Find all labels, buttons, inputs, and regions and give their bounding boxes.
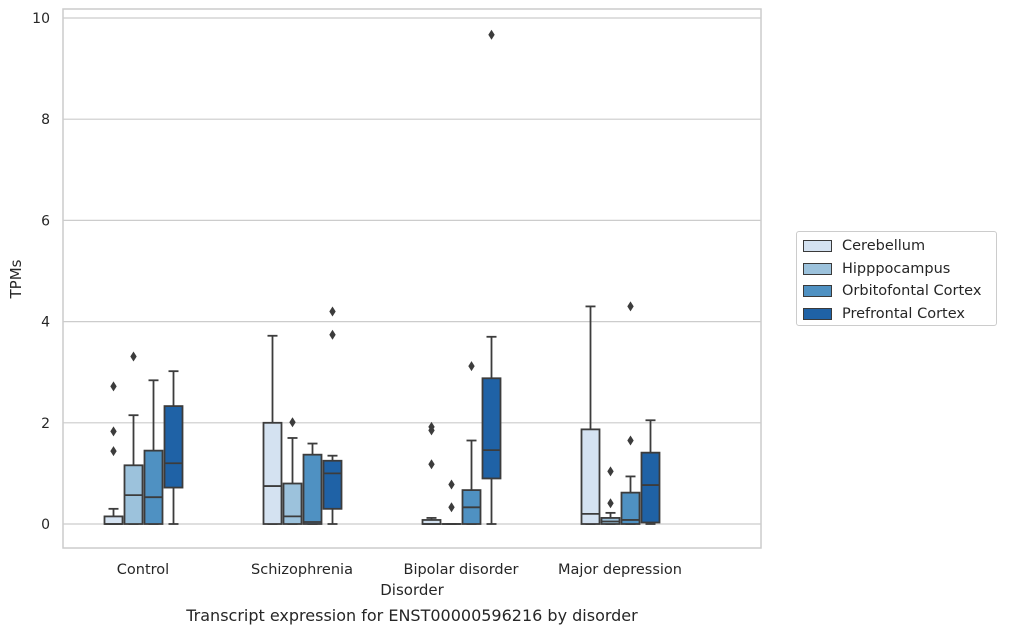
plot-frame	[62, 8, 762, 549]
box	[302, 442, 323, 525]
outlier-point	[627, 435, 634, 446]
y-tick-label: 0	[41, 517, 50, 533]
legend-item: Orbitofontal Cortex	[803, 281, 981, 301]
y-tick-label: 8	[41, 112, 50, 128]
legend-label: Cerebellum	[842, 238, 926, 254]
box-body	[322, 459, 343, 510]
outlier-point	[448, 479, 455, 490]
box	[143, 379, 164, 525]
x-axis-label: Disorder	[380, 581, 444, 599]
box	[441, 479, 462, 525]
box-body	[620, 491, 641, 525]
outlier-point	[468, 361, 475, 372]
y-tick-label: 4	[41, 315, 50, 331]
y-tick-labels: 0 2 4 6 8 10	[32, 11, 50, 533]
outlier-point	[627, 301, 634, 312]
outlier-point	[110, 446, 117, 457]
legend: Cerebellum Hipppocampus Orbitofontal Corte…	[796, 231, 997, 326]
legend-label: Orbitofontal Cortex	[842, 283, 982, 299]
series-prefrontal-cortex	[163, 29, 661, 525]
box-body	[302, 453, 323, 525]
box	[421, 421, 442, 525]
legend-item: Prefrontal Cortex	[803, 304, 965, 324]
legend-swatch	[803, 262, 832, 275]
x-tick-label: Bipolar disorder	[404, 562, 519, 578]
y-tick-label: 6	[41, 213, 50, 229]
y-tick-label: 2	[41, 416, 50, 432]
legend-label: Hipppocampus	[842, 260, 951, 277]
box	[620, 301, 641, 525]
series-cerebellum	[103, 305, 601, 525]
box	[640, 419, 661, 525]
box	[262, 334, 283, 525]
box	[600, 466, 621, 525]
box	[461, 361, 482, 525]
series-hipppocampus	[123, 351, 621, 525]
x-tick-label: Major depression	[558, 562, 682, 578]
box	[163, 370, 184, 525]
box	[580, 305, 601, 525]
figure-caption: Transcript expression for ENST0000059621…	[186, 606, 638, 625]
y-tick-label: 10	[32, 11, 50, 27]
box	[123, 351, 144, 525]
box	[481, 29, 502, 525]
legend-item: Hipppocampus	[803, 259, 950, 279]
outlier-point	[488, 29, 495, 40]
legend-swatch	[803, 307, 832, 320]
outlier-point	[329, 306, 336, 317]
box-body	[640, 451, 661, 524]
y-axis-label: TPMs	[7, 259, 25, 299]
box-body	[143, 449, 164, 525]
series-orbitofontal-cortex	[143, 301, 641, 525]
box	[103, 381, 124, 525]
box-body	[262, 421, 283, 525]
outlier-point	[607, 498, 614, 509]
outlier-point	[329, 329, 336, 340]
outlier-point	[428, 459, 435, 470]
box-series	[103, 29, 661, 525]
legend-item: Cerebellum	[803, 236, 925, 256]
legend-swatch	[803, 240, 832, 252]
box-body	[282, 482, 303, 525]
legend-swatch	[803, 285, 832, 297]
outlier-point	[607, 466, 614, 477]
outlier-point	[428, 425, 435, 436]
outlier-point	[448, 502, 455, 513]
x-tick-label: Control	[117, 562, 169, 578]
box	[282, 417, 303, 525]
box-body	[163, 405, 184, 489]
outlier-point	[289, 417, 296, 428]
legend-label: Prefrontal Cortex	[842, 305, 965, 322]
outlier-point	[110, 381, 117, 392]
box-body	[481, 377, 502, 480]
x-tick-label: Schizophrenia	[251, 562, 353, 578]
box-body	[580, 428, 601, 525]
outlier-point	[110, 426, 117, 437]
x-tick-labels: Control Schizophrenia Bipolar disorder Majo…	[117, 562, 682, 578]
box-body	[103, 515, 124, 525]
outlier-point	[130, 351, 137, 362]
box	[322, 306, 343, 525]
